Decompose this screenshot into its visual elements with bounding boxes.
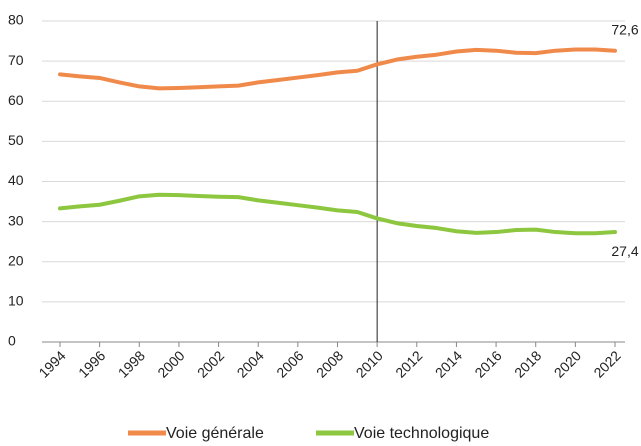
x-tick-label: 2008	[313, 347, 346, 380]
y-tick-label: 10	[8, 293, 24, 309]
x-tick-label: 2018	[511, 347, 544, 380]
y-tick-label: 70	[8, 52, 24, 68]
legend-label: Voie technologique	[354, 425, 489, 442]
x-tick-label: 2014	[432, 347, 465, 380]
x-tick-label: 2000	[154, 347, 187, 380]
x-tick-label: 2002	[194, 347, 227, 380]
x-tick-label: 2022	[590, 347, 623, 380]
y-tick-label: 50	[8, 132, 24, 148]
y-tick-label: 60	[8, 92, 24, 108]
x-tick-label: 2006	[273, 347, 306, 380]
x-tick-label: 2016	[471, 347, 504, 380]
legend-label: Voie générale	[166, 425, 264, 442]
data-label: 72,6	[611, 21, 638, 37]
x-tick-label: 1994	[35, 347, 68, 380]
y-tick-label: 20	[8, 252, 24, 268]
x-tick-label: 2020	[551, 347, 584, 380]
y-tick-label: 40	[8, 172, 24, 188]
y-tick-label: 30	[8, 212, 24, 228]
y-tick-label: 0	[8, 333, 16, 349]
x-tick-label: 1996	[75, 347, 108, 380]
x-tick-label: 2012	[392, 347, 425, 380]
series-line	[58, 192, 617, 236]
series-line	[58, 47, 617, 91]
x-tick-label: 2004	[234, 347, 267, 380]
x-tick-label: 1998	[115, 347, 148, 380]
x-tick-label: 2010	[353, 347, 386, 380]
data-label: 27,4	[611, 243, 638, 259]
y-tick-label: 80	[8, 12, 24, 28]
